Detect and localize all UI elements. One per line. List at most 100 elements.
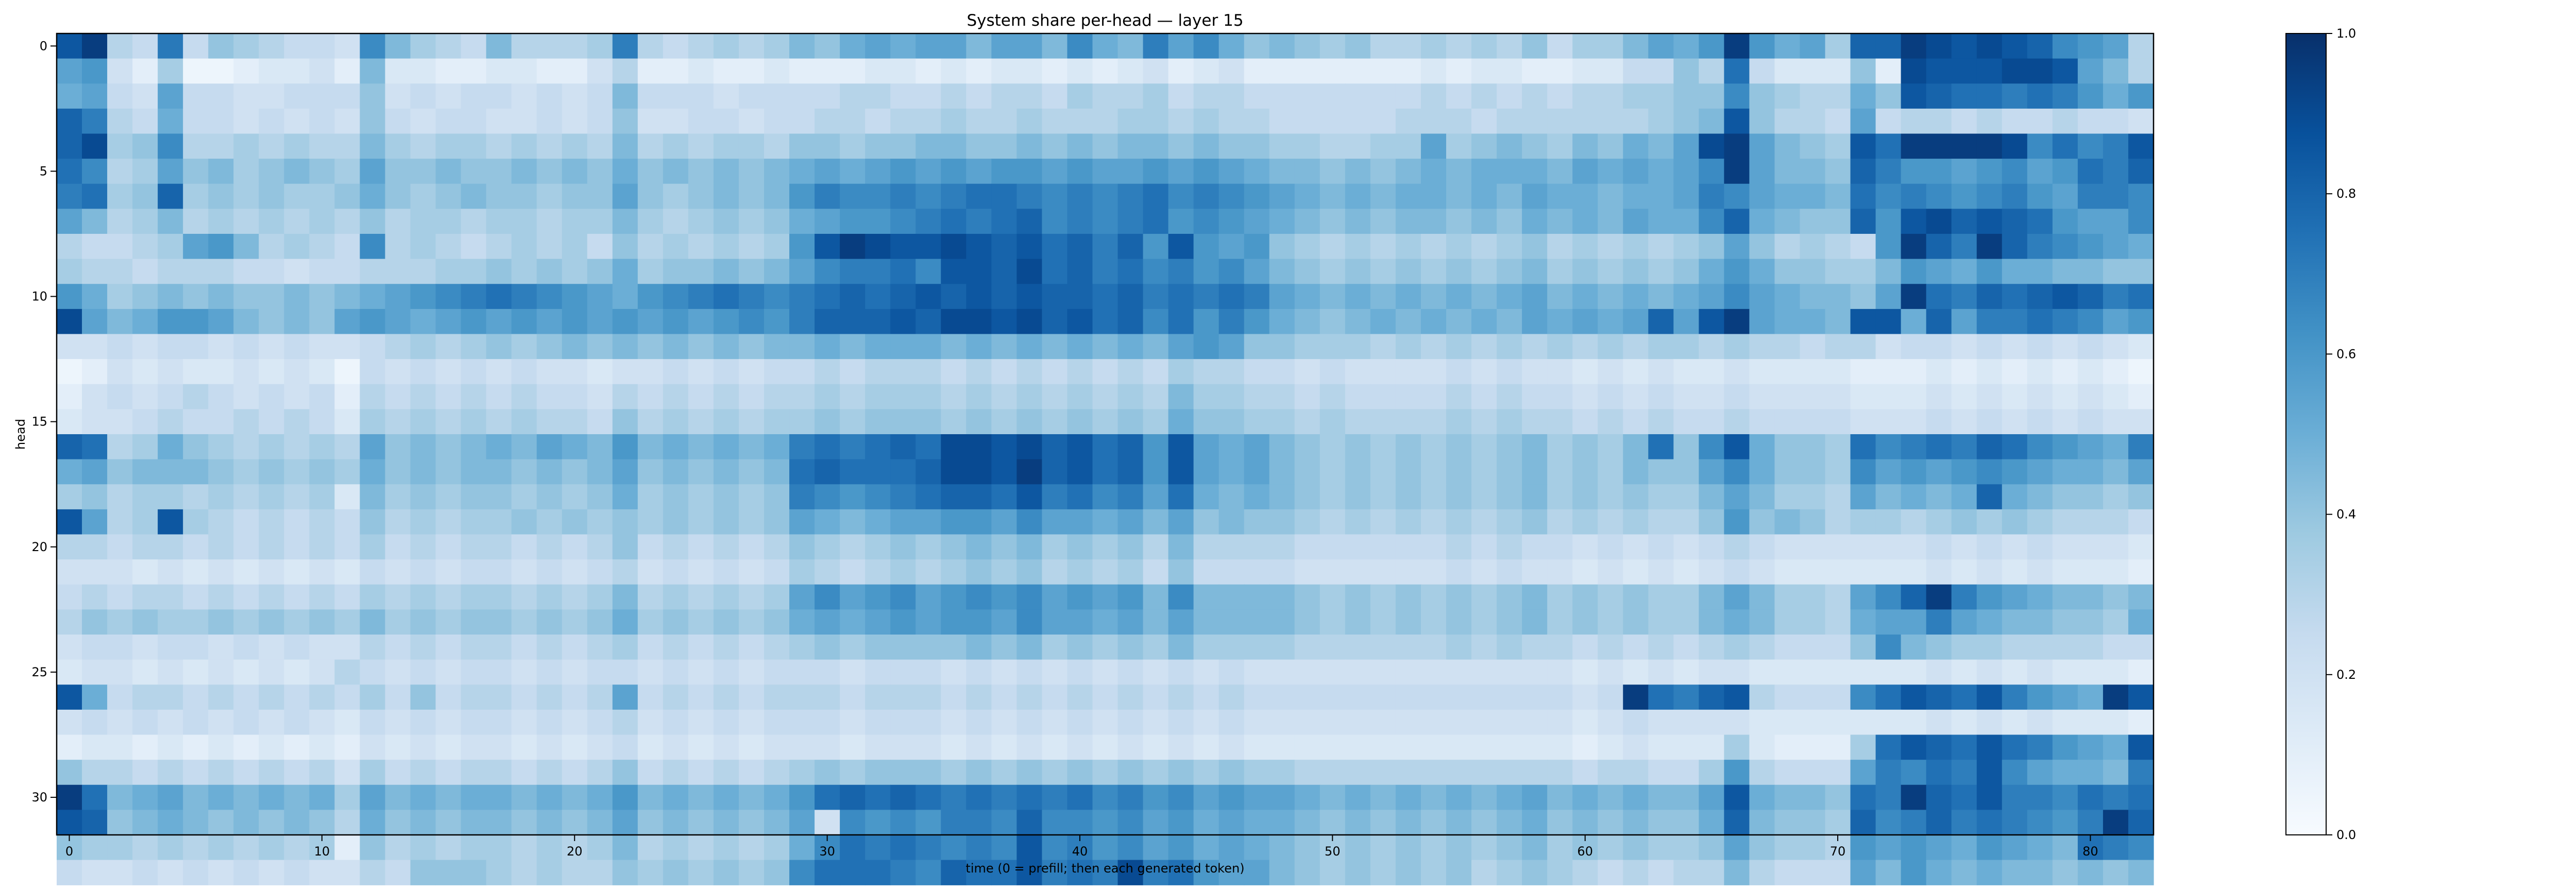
heatmap-cell [2027,58,2053,84]
heatmap-cell [511,734,537,760]
heatmap-cell [1572,484,1598,510]
heatmap-cell [663,709,689,735]
heatmap-cell [941,760,967,785]
heatmap-cell [1547,760,1573,785]
heatmap-cell [916,234,941,260]
heatmap-cell [1926,159,1952,184]
heatmap-cell [57,108,82,134]
heatmap-cell [1370,434,1396,460]
heatmap-cell [1092,384,1118,409]
heatmap-cell [1345,659,1371,685]
heatmap-cell [1598,334,1623,360]
heatmap-cell [1143,559,1169,585]
heatmap-cell [259,810,284,835]
heatmap-cell [435,83,462,109]
heatmap-cell [1269,434,1295,460]
heatmap-cell [815,684,840,710]
heatmap-cell [1092,860,1118,885]
heatmap-cell [309,860,335,885]
heatmap-cell [334,559,361,585]
heatmap-cell [1218,635,1245,660]
heatmap-cell [2103,234,2129,260]
heatmap-cell [738,284,765,310]
heatmap-cell [158,609,183,635]
heatmap-cell [1471,209,1497,234]
heatmap-cell [1067,334,1093,360]
heatmap-cell [1800,709,1826,735]
heatmap-cell [2002,659,2028,685]
heatmap-cell [511,259,537,284]
heatmap-cell [1420,635,1447,660]
heatmap-cell [233,83,259,109]
heatmap-cell [486,484,512,510]
heatmap-cell [1800,860,1826,885]
heatmap-cell [410,108,436,134]
heatmap-cell [1749,159,1775,184]
heatmap-cell [966,860,992,885]
heatmap-cell [815,659,840,685]
heatmap-cell [1471,810,1497,835]
heatmap-cell [1193,384,1219,409]
heatmap-cell [1774,860,1801,885]
heatmap-cell [1926,384,1952,409]
heatmap-cell [587,359,613,385]
heatmap-cell [1951,509,1977,535]
heatmap-cell [1673,183,1699,209]
heatmap-cell [1294,635,1320,660]
heatmap-cell [1345,209,1371,234]
heatmap-cell [511,784,537,810]
heatmap-cell [1345,684,1371,710]
heatmap-cell [1244,559,1270,585]
heatmap-cell [1345,635,1371,660]
heatmap-cell [688,709,714,735]
heatmap-cell [2002,584,2028,610]
heatmap-cell [1951,309,1977,335]
heatmap-cell [1648,484,1674,510]
heatmap-cell [1875,509,1902,535]
heatmap-cell [1572,33,1598,59]
heatmap-cell [713,159,739,184]
y-tick-label: 30 [31,790,47,805]
heatmap-cell [309,459,335,485]
heatmap-cell [1497,860,1522,885]
heatmap-cell [2027,33,2053,59]
heatmap-cell [1244,434,1270,460]
heatmap-cell [486,83,512,109]
heatmap-cell [612,534,638,560]
heatmap-cell [1092,58,1118,84]
heatmap-cell [511,584,537,610]
heatmap-cell [1547,684,1573,710]
heatmap-cell [1218,584,1245,610]
heatmap-cell [486,234,512,260]
heatmap-cell [1218,709,1245,735]
heatmap-cell [1850,234,1876,260]
heatmap-cell [1218,384,1245,409]
heatmap-cell [461,58,487,84]
heatmap-cell [966,635,992,660]
heatmap-cell [1269,234,1295,260]
heatmap-cell [1901,159,1927,184]
heatmap-cell [2128,384,2154,409]
heatmap-cell [309,108,335,134]
heatmap-cell [461,484,487,510]
heatmap-cell [865,810,891,835]
heatmap-cell [1319,559,1346,585]
heatmap-cell [334,684,361,710]
heatmap-cell [840,810,866,835]
heatmap-cell [637,284,664,310]
heatmap-cell [1699,384,1724,409]
heatmap-cell [2128,234,2154,260]
heatmap-cell [1522,209,1548,234]
heatmap-cell [1774,108,1801,134]
heatmap-cell [1193,484,1219,510]
heatmap-cell [1926,509,1952,535]
heatmap-cell [1370,609,1396,635]
heatmap-cell [1522,609,1548,635]
heatmap-cell [259,635,284,660]
heatmap-cell [764,159,790,184]
heatmap-cell [1572,860,1598,885]
heatmap-cell [2128,259,2154,284]
heatmap-cell [2002,234,2028,260]
heatmap-cell [1875,860,1902,885]
heatmap-cell [916,259,941,284]
